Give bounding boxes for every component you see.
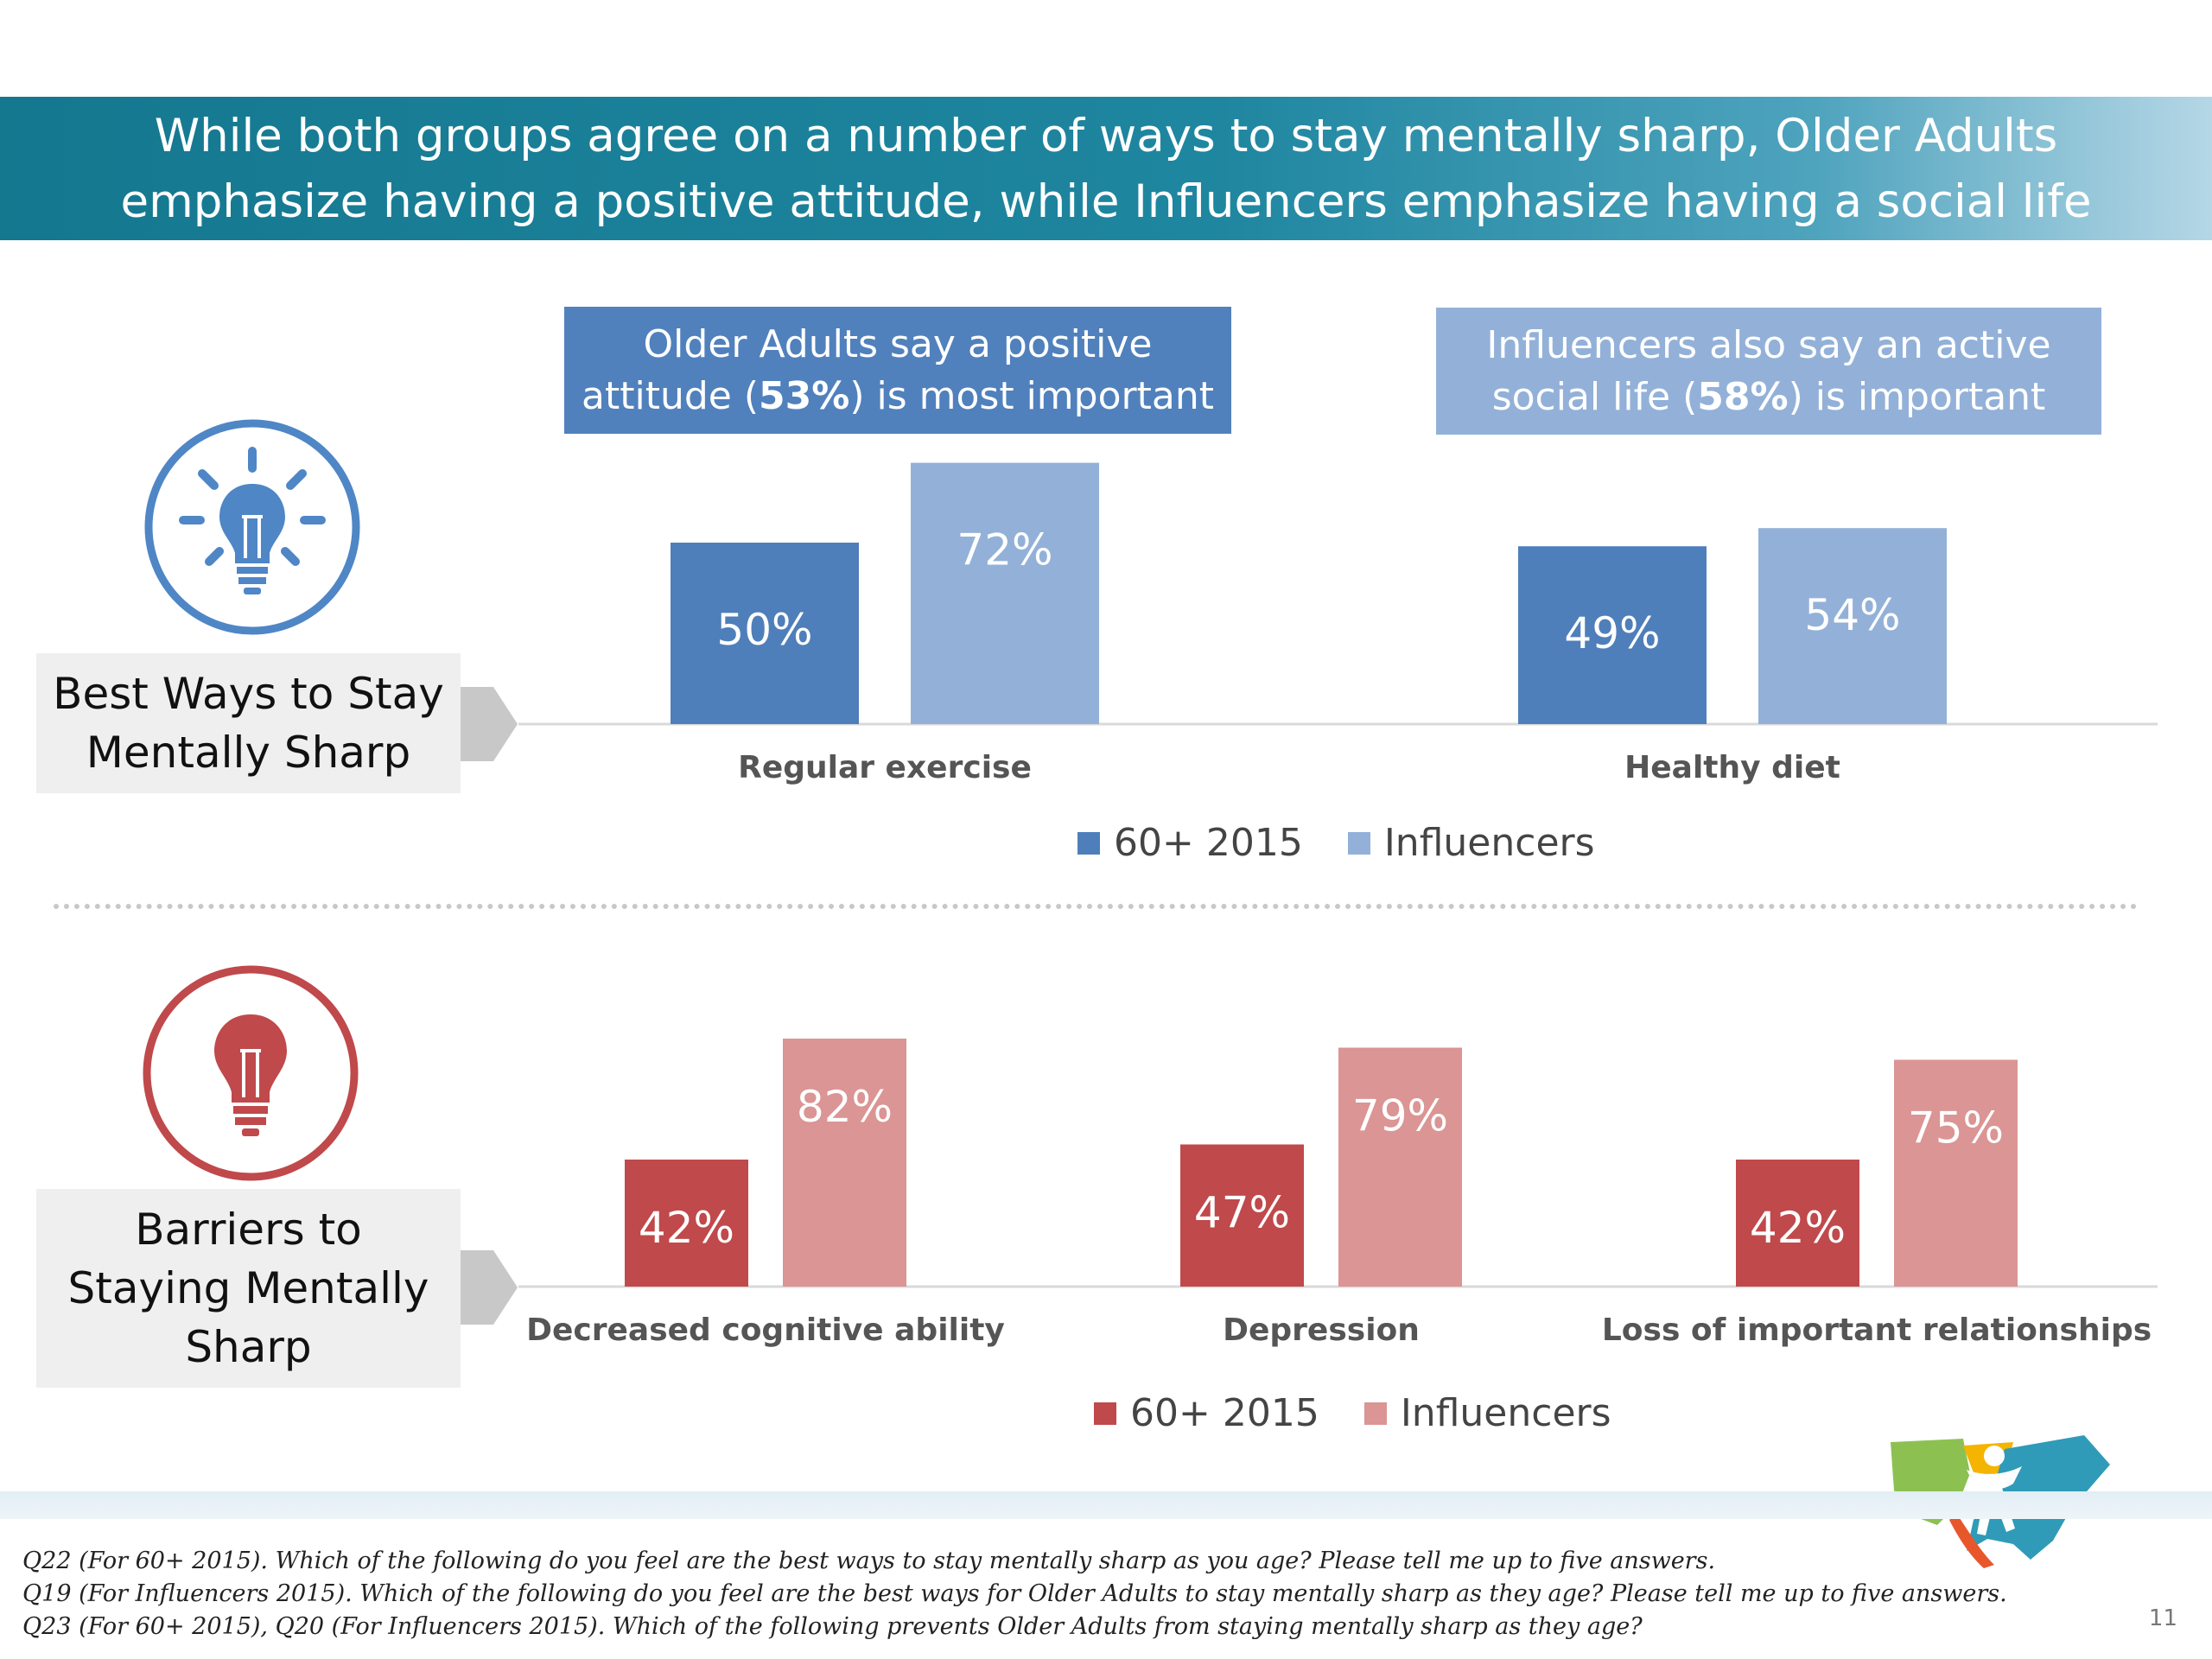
bar [783,1039,906,1287]
arrow-barriers-icon [461,1250,518,1325]
bar [625,1160,748,1287]
legend-item-series2: Influencers [1347,821,1595,865]
callout-older-adults-line2: attitude (53%) is most important [582,373,1214,418]
data-label: 47% [1194,1188,1290,1238]
legend-label-series2: Influencers [1400,1391,1611,1435]
legend-swatch-dark [1094,1402,1116,1425]
category-label: Loss of important relationships [1602,1313,2152,1348]
legend-item-series1: 60+ 2015 [1094,1391,1319,1435]
arrow-best-ways-icon [461,687,518,761]
lightbulb-icon [138,961,363,1185]
footnote-1: Q22 (For 60+ 2015). Which of the followi… [22,1548,1716,1574]
category-label: Depression [1223,1313,1420,1348]
legend-barriers: 60+ 2015 Influencers [1094,1391,1656,1435]
page-number: 11 [2148,1605,2177,1631]
lightbulb-rays-icon [140,415,365,639]
callout-older-adults: Older Adults say a positive attitude (53… [564,307,1231,434]
category-label: Regular exercise [738,750,1032,785]
title-banner: While both groups agree on a number of w… [0,97,2212,240]
legend-item-series1: 60+ 2015 [1077,821,1303,865]
callout-older-adults-line1: Older Adults say a positive [643,321,1153,366]
section-label-barriers: Barriers to Staying Mentally Sharp [36,1189,461,1388]
callout-influencers-line1: Influencers also say an active [1486,322,2051,367]
bar [1758,528,1947,724]
legend-swatch-dark [1077,831,1100,855]
footer-band [0,1491,2212,1519]
callout-influencers-line2: social life (58%) is important [1491,374,2046,419]
title-line-2: emphasize having a positive attitude, wh… [120,175,2092,228]
legend-swatch-light [1363,1402,1387,1425]
best-ways-line1: Best Ways to Stay [53,669,444,719]
chart-barriers: 42% 82% Decreased cognitive ability 47% 79% D… [518,1039,2158,1348]
title-line-1: While both groups agree on a number of w… [154,110,2058,162]
legend-label-series1: 60+ 2015 [1130,1391,1319,1435]
data-label: 54% [1804,590,1900,640]
data-label: 49% [1564,608,1660,658]
footnotes: Q22 (For 60+ 2015). Which of the followi… [22,1545,2010,1643]
data-label: 79% [1352,1091,1448,1141]
category-label: Healthy diet [1624,750,1840,785]
bar [911,462,1099,724]
legend-label-series1: 60+ 2015 [1114,821,1303,865]
callout-influencers: Influencers also say an active social li… [1436,308,2101,435]
bar [671,543,859,724]
data-label: 82% [797,1082,893,1132]
bar [1180,1144,1304,1287]
barriers-line2: Staying Mentally [67,1263,429,1313]
category-label: Decreased cognitive ability [526,1313,1005,1348]
legend-best-ways: 60+ 2015 Influencers [1077,821,1640,865]
data-label: 50% [716,605,812,655]
section-divider [54,904,2138,909]
data-label: 75% [1908,1103,2004,1154]
bar [1518,546,1707,724]
legend-swatch-light [1347,831,1370,855]
data-label: 42% [1750,1203,1846,1253]
bar [1338,1047,1462,1287]
footnote-3: Q23 (For 60+ 2015), Q20 (For Influencers… [22,1613,1643,1640]
data-label: 42% [639,1203,734,1253]
footnote-2: Q19 (For Influencers 2015). Which of the… [22,1580,2007,1607]
bar [1894,1059,2018,1287]
data-label: 72% [957,525,1052,575]
best-ways-line2: Mentally Sharp [86,728,411,778]
barriers-line1: Barriers to [135,1205,362,1255]
bar [1736,1160,1859,1287]
legend-label-series2: Influencers [1383,821,1595,865]
chart-best-ways: 50% 72% Regular exercise 49% 54% Healthy diet [518,462,2158,785]
legend-item-series2: Influencers [1363,1391,1611,1435]
section-label-best-ways: Best Ways to Stay Mentally Sharp [36,653,461,793]
barriers-line3: Sharp [185,1322,312,1372]
